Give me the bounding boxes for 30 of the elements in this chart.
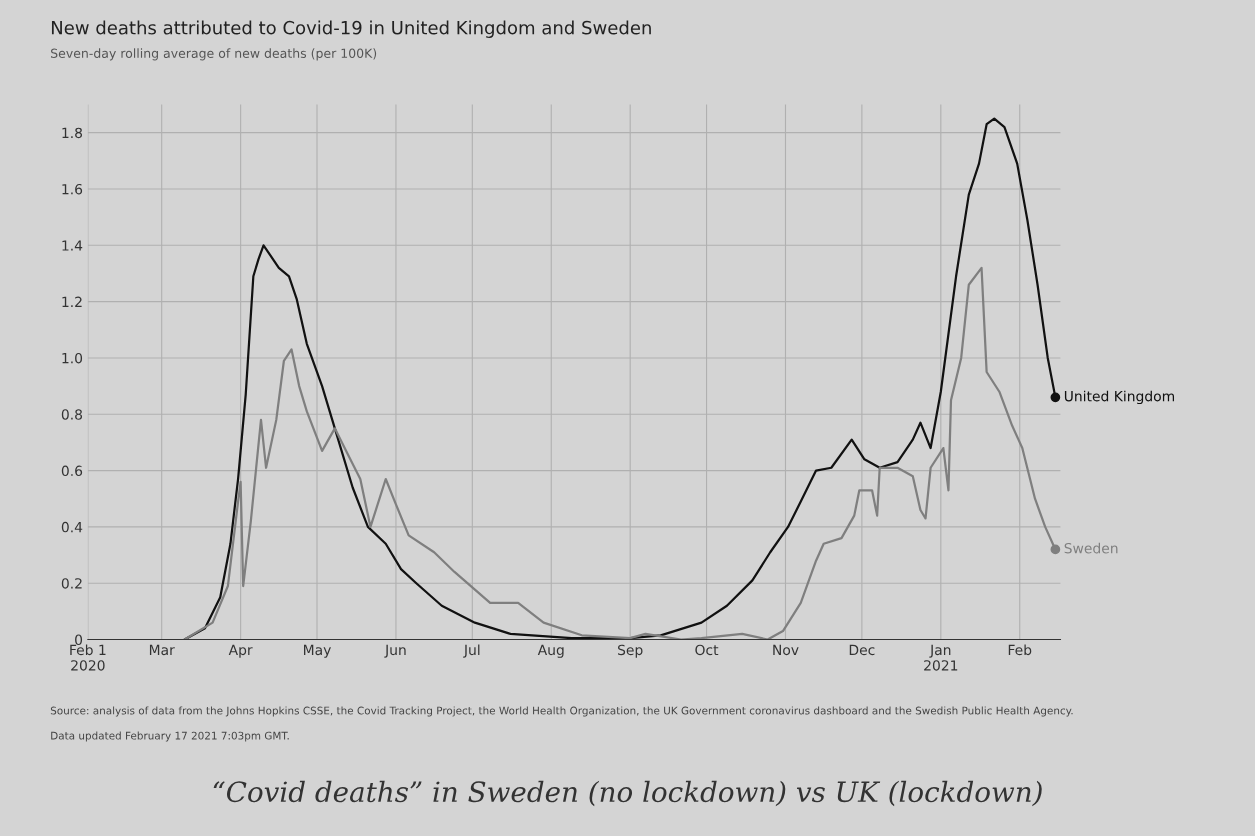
x-tick-label: Mar xyxy=(149,644,175,656)
y-tick-label: 0.8 xyxy=(61,409,83,420)
y-tick-label: 1.0 xyxy=(62,352,83,364)
y-tick-label: 1.4 xyxy=(62,240,83,251)
chart-title: New deaths attributed to Covid-19 in United Kingdom and Sweden xyxy=(51,20,651,38)
y-tick-label: 1.2 xyxy=(62,296,82,307)
x-tick-label: Sep xyxy=(618,644,643,658)
x-tick-label: Feb 1 2020 xyxy=(70,644,106,671)
x-tick-label: May xyxy=(304,644,331,658)
x-tick-label: Jan 2021 xyxy=(924,644,958,671)
series-label: Sweden xyxy=(1064,542,1118,554)
x-tick-label: Aug xyxy=(537,644,564,658)
x-tick-label: Apr xyxy=(228,644,253,658)
x-tick-label: Jun xyxy=(384,644,406,658)
source-note: Source: analysis of data from the Johns Hopkins CSSE, the Covid Tracking Project, the World Health Organization, the UK Government coronavirus dashboard and the Swedish Public Health Agency. xyxy=(50,706,1073,717)
y-tick-label: 0.6 xyxy=(61,465,83,477)
x-tick-label: Feb xyxy=(1008,644,1032,656)
y-tick-label: 0 xyxy=(75,634,83,646)
y-tick-label: 1.6 xyxy=(62,183,83,195)
x-tick-label: Dec xyxy=(849,644,875,656)
y-tick-label: 1.8 xyxy=(62,127,83,139)
chart-subtitle: Seven-day rolling average of new deaths (per 100K) xyxy=(51,48,377,61)
x-tick-label: Jul xyxy=(463,644,480,658)
text: “Covid deaths” in Sweden (no lockdown) vs UK (lockdown) xyxy=(213,780,1042,807)
text: Data updated February 17 2021 7:03pm GMT. xyxy=(51,731,289,742)
series-label: United Kingdom xyxy=(1064,390,1175,405)
y-tick-label: 0.4 xyxy=(61,521,83,533)
x-tick-label: Nov xyxy=(773,644,799,656)
x-tick-label: Oct xyxy=(695,644,719,656)
y-tick-label: 0.2 xyxy=(61,578,82,589)
